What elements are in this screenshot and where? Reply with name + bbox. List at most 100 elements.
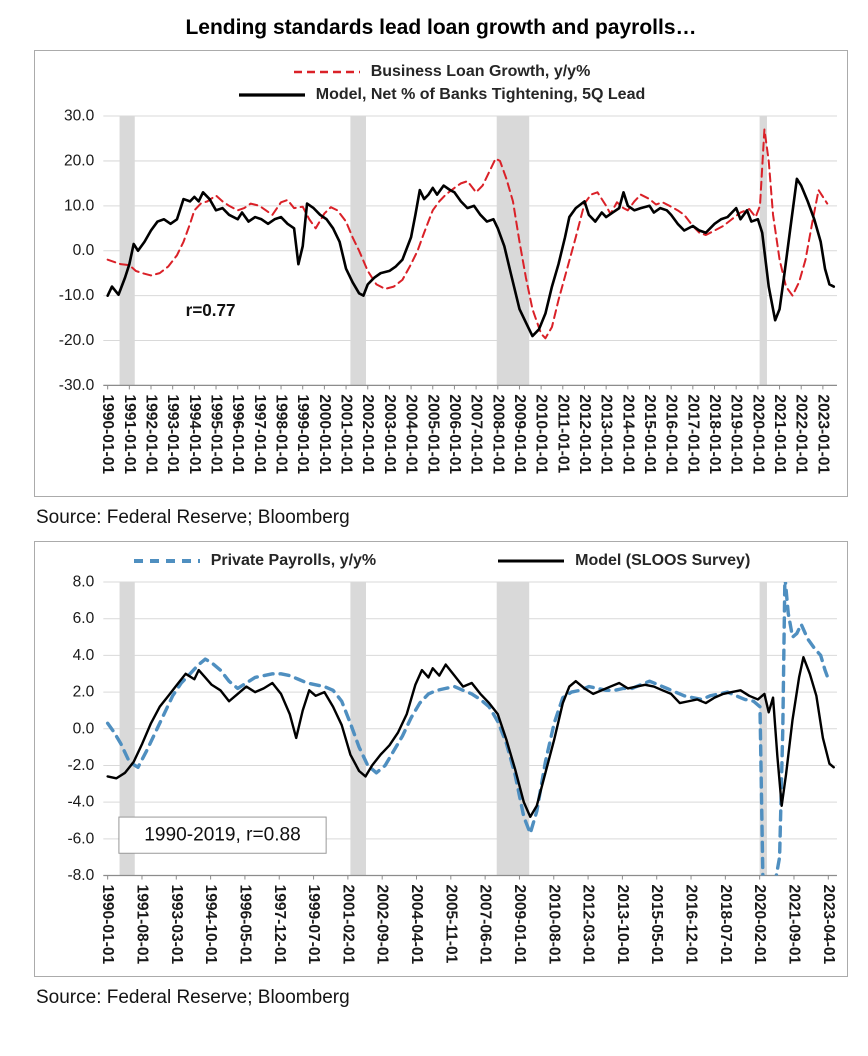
loan-growth-chart: Business Loan Growth, y/y% Model, Net % o… (34, 50, 848, 497)
svg-text:1990-01-01: 1990-01-01 (99, 394, 116, 474)
svg-text:2008-01-01: 2008-01-01 (489, 394, 506, 474)
svg-text:2023-01-01: 2023-01-01 (814, 394, 831, 474)
svg-text:2000-01-01: 2000-01-01 (316, 394, 333, 474)
svg-text:1998-01-01: 1998-01-01 (273, 394, 290, 474)
svg-text:-20.0: -20.0 (59, 332, 95, 349)
legend-line-sample-icon (133, 558, 200, 563)
page-title: Lending standards lead loan growth and p… (185, 16, 697, 39)
svg-text:2018-07-01: 2018-07-01 (717, 884, 734, 964)
payrolls-chart: Private Payrolls, y/y% Model (SLOOS Surve… (34, 540, 848, 977)
legend-label: Private Payrolls, y/y% (210, 551, 377, 569)
svg-text:2016-01-01: 2016-01-01 (663, 394, 680, 474)
legend-item-model-sloos-survey: Model (SLOOS Survey) (496, 552, 750, 570)
svg-text:2019-01-01: 2019-01-01 (728, 394, 745, 474)
svg-text:2017-01-01: 2017-01-01 (684, 394, 701, 474)
annotation-text: 1990-2019, r=0.88 (144, 825, 300, 846)
svg-text:2010-08-01: 2010-08-01 (545, 884, 562, 964)
annotation-text: r=0.77 (186, 301, 236, 320)
svg-text:2012-03-01: 2012-03-01 (580, 884, 597, 964)
svg-text:2004-01-01: 2004-01-01 (403, 394, 420, 474)
svg-text:2021-09-01: 2021-09-01 (785, 884, 802, 964)
legend-item-private-payrolls-y-y: Private Payrolls, y/y% (132, 552, 376, 570)
source-note-top: Source: Federal Reserve; Bloomberg (36, 506, 350, 528)
source-note-bottom: Source: Federal Reserve; Bloomberg (36, 986, 350, 1008)
svg-text:2015-01-01: 2015-01-01 (641, 394, 658, 474)
svg-text:1995-01-01: 1995-01-01 (208, 394, 225, 474)
svg-text:-10.0: -10.0 (59, 287, 95, 304)
svg-text:1992-01-01: 1992-01-01 (143, 394, 160, 474)
svg-text:2001-01-01: 2001-01-01 (338, 394, 355, 474)
svg-text:1990-01-01: 1990-01-01 (99, 884, 116, 964)
svg-text:-8.0: -8.0 (67, 867, 94, 884)
svg-text:2012-01-01: 2012-01-01 (576, 394, 593, 474)
loan-growth-legend: Business Loan Growth, y/y% Model, Net % o… (39, 55, 843, 106)
legend-line-sample-icon (238, 93, 305, 97)
svg-text:2020-02-01: 2020-02-01 (751, 884, 768, 964)
legend-label: Model, Net % of Banks Tightening, 5Q Lea… (315, 86, 646, 103)
svg-text:2005-01-01: 2005-01-01 (424, 394, 441, 474)
svg-text:2003-01-01: 2003-01-01 (381, 394, 398, 474)
svg-text:4.0: 4.0 (73, 647, 95, 664)
series-line-1 (106, 655, 835, 818)
payrolls-plot: 1990-01-01 1991-08-01 1993-03-01 1994-10-01… (67, 573, 837, 964)
x-axis-labels: 1990-01-01 1991-08-01 1993-03-01 1994-10-01… (99, 875, 837, 964)
svg-text:30.0: 30.0 (64, 108, 95, 125)
annotation-box (118, 816, 327, 854)
svg-text:2005-11-01: 2005-11-01 (442, 884, 459, 963)
svg-text:2020-01-01: 2020-01-01 (749, 394, 766, 474)
svg-text:2.0: 2.0 (73, 684, 95, 701)
svg-text:2007-06-01: 2007-06-01 (477, 884, 494, 964)
legend-item-business-loan-growth-y-y: Business Loan Growth, y/y% (292, 63, 591, 81)
svg-text:1996-05-01: 1996-05-01 (236, 884, 253, 964)
svg-text:8.0: 8.0 (73, 573, 95, 590)
svg-text:20.0: 20.0 (64, 152, 95, 169)
svg-text:2013-10-01: 2013-10-01 (614, 884, 631, 964)
svg-text:2015-05-01: 2015-05-01 (648, 884, 665, 964)
legend-item-model-net-of-banks-tightening-5q-lead: Model, Net % of Banks Tightening, 5Q Lea… (237, 86, 646, 104)
svg-text:1994-01-01: 1994-01-01 (186, 394, 203, 474)
legend-line-sample-icon (498, 559, 565, 563)
svg-text:-2.0: -2.0 (67, 757, 94, 774)
svg-text:-6.0: -6.0 (67, 830, 94, 847)
svg-text:2016-12-01: 2016-12-01 (683, 884, 700, 964)
svg-text:2018-01-01: 2018-01-01 (706, 394, 723, 474)
svg-text:10.0: 10.0 (64, 197, 95, 214)
series-line-0 (106, 128, 829, 340)
svg-text:2002-09-01: 2002-09-01 (374, 884, 391, 964)
y-axis-labels: 8.0 6.0 4.0 2.0 0.0 -2.0 -4.0 -6.0 -8.0 (67, 573, 94, 883)
svg-text:2021-01-01: 2021-01-01 (771, 394, 788, 474)
svg-text:2004-04-01: 2004-04-01 (408, 884, 425, 964)
svg-text:6.0: 6.0 (73, 610, 95, 627)
y-axis-labels: 30.0 20.0 10.0 0.0 -10.0 -20.0 -30.0 (59, 108, 95, 394)
legend-line-sample-icon (293, 70, 360, 74)
svg-text:2002-01-01: 2002-01-01 (359, 394, 376, 474)
svg-text:1991-01-01: 1991-01-01 (121, 394, 138, 474)
x-axis-labels: 1990-01-01 1991-01-01 1992-01-01 1993-01-01… (99, 385, 831, 474)
svg-text:2001-02-01: 2001-02-01 (339, 884, 356, 964)
svg-text:2009-01-01: 2009-01-01 (511, 394, 528, 474)
svg-text:0.0: 0.0 (73, 720, 95, 737)
svg-text:1997-01-01: 1997-01-01 (251, 394, 268, 474)
legend-label: Business Loan Growth, y/y% (370, 63, 591, 80)
svg-text:2010-01-01: 2010-01-01 (533, 394, 550, 474)
svg-text:2023-04-01: 2023-04-01 (820, 884, 837, 964)
svg-text:1999-01-01: 1999-01-01 (294, 394, 311, 474)
svg-text:2014-01-01: 2014-01-01 (619, 394, 636, 474)
svg-text:1991-08-01: 1991-08-01 (133, 884, 150, 964)
svg-text:2022-01-01: 2022-01-01 (793, 394, 810, 474)
svg-text:2006-01-01: 2006-01-01 (446, 394, 463, 474)
series-line-0 (105, 581, 831, 876)
svg-text:-4.0: -4.0 (67, 794, 94, 811)
loan-growth-plot: 1990-01-01 1991-01-01 1992-01-01 1993-01-01… (59, 108, 837, 474)
svg-text:1999-07-01: 1999-07-01 (305, 884, 322, 964)
svg-text:1996-01-01: 1996-01-01 (229, 394, 246, 474)
svg-text:2013-01-01: 2013-01-01 (598, 394, 615, 474)
svg-text:2009-01-01: 2009-01-01 (511, 884, 528, 964)
payrolls-legend: Private Payrolls, y/y% Model (SLOOS Surve… (39, 546, 843, 570)
svg-text:1994-10-01: 1994-10-01 (202, 884, 219, 964)
svg-text:1993-01-01: 1993-01-01 (164, 394, 181, 474)
series-line-1 (106, 177, 836, 338)
legend-label: Model (SLOOS Survey) (575, 551, 751, 569)
svg-text:1993-03-01: 1993-03-01 (168, 884, 185, 964)
